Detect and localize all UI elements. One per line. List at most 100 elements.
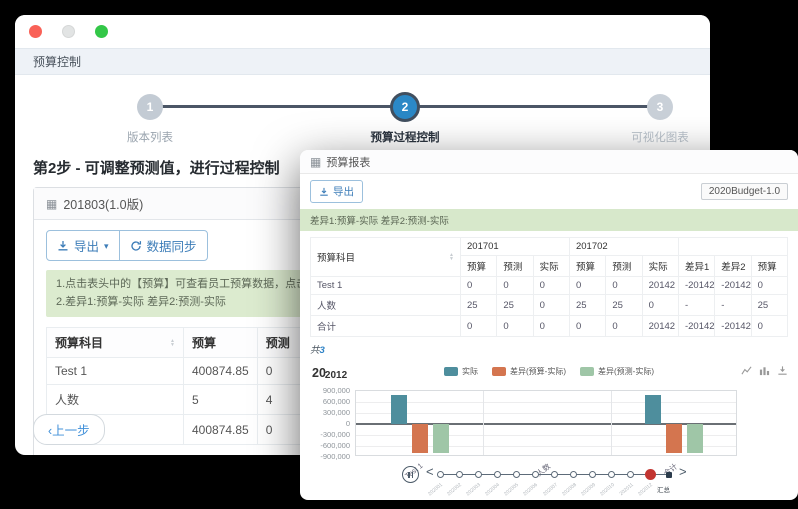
- timeline-node-202012[interactable]: [644, 469, 656, 480]
- column-header-budget-subject[interactable]: 预算科目 ▲ ▼: [310, 237, 461, 277]
- gridline: [356, 402, 736, 403]
- legend-item[interactable]: 实际: [444, 366, 478, 377]
- timeline-node-202007[interactable]: [551, 471, 559, 478]
- column-sub-header[interactable]: 差异2: [714, 255, 752, 277]
- timeline-node-202002[interactable]: [455, 471, 463, 478]
- previous-step-button[interactable]: ‹上一步: [33, 414, 105, 445]
- cell-value: -: [714, 294, 752, 316]
- column-sub-header[interactable]: 预算: [459, 255, 498, 277]
- zoom-button[interactable]: [95, 25, 108, 38]
- column-sub-header[interactable]: 预测: [496, 255, 534, 277]
- sort-icon[interactable]: ▲ ▼: [449, 253, 454, 262]
- timeline-node-202005[interactable]: [512, 471, 520, 478]
- download-icon: [58, 240, 68, 250]
- data-sync-button[interactable]: 数据同步: [118, 230, 208, 261]
- caret-down-icon: ▾: [104, 241, 109, 251]
- column-group-header[interactable]: 201702: [568, 237, 679, 256]
- step-heading: 第2步 - 可调整预测值，进行过程控制: [33, 160, 280, 177]
- cell-value: 0: [532, 276, 570, 295]
- column-header-label: 预算科目: [55, 336, 104, 351]
- sort-icon[interactable]: ▲ ▼: [170, 337, 175, 348]
- download-icon: [320, 187, 328, 196]
- bar-差异(预测-实际)[interactable]: [432, 424, 449, 454]
- column-header-budget-subject[interactable]: 预算科目 ▲ ▼: [46, 327, 184, 359]
- cell-value: 20142: [641, 315, 679, 337]
- column-sub-header[interactable]: 差异1: [677, 255, 716, 277]
- page-title: 预算控制: [15, 48, 710, 75]
- column-sub-header[interactable]: 实际: [532, 255, 570, 277]
- diff-note: 差异1:预算-实际 差异2:预测-实际: [300, 209, 798, 231]
- row-label: 人数: [46, 384, 184, 416]
- row-label: Test 1: [310, 276, 461, 295]
- timeline-node-202010[interactable]: [608, 471, 616, 478]
- column-sub-header[interactable]: 预算: [750, 255, 789, 277]
- export-label: 导出: [74, 240, 100, 254]
- cell-value: 25: [605, 294, 643, 316]
- cell-value: 0: [496, 276, 534, 295]
- minimize-button[interactable]: [62, 25, 75, 38]
- timeline-node-202011[interactable]: [627, 471, 635, 478]
- table-row: 合计 0 0 0 0 0 20142 -20142 -20142 0: [310, 315, 789, 337]
- timeline-node-202009[interactable]: [589, 471, 597, 478]
- timeline-node-202001[interactable]: [436, 471, 444, 478]
- legend-label: 差异(预测-实际): [598, 367, 654, 376]
- table-row: 人数 25 25 0 25 25 0- -25: [310, 294, 789, 316]
- legend-swatch: [492, 367, 506, 376]
- window-titlebar: [15, 15, 710, 48]
- column-sub-header[interactable]: 预测: [605, 255, 643, 277]
- timeline-node-summary[interactable]: [666, 471, 672, 478]
- bar-差异(预算-实际)[interactable]: [411, 424, 428, 454]
- column-header-budget[interactable]: 预算: [183, 327, 258, 359]
- cell-value: 0: [605, 315, 643, 337]
- column-sub-header[interactable]: 实际: [641, 255, 679, 277]
- y-axis-tick-label: 600,000: [322, 397, 350, 406]
- y-axis-tick-label: -600,000: [320, 441, 350, 450]
- step-3-label: 可视化图表: [631, 132, 689, 144]
- budget-version-select[interactable]: 2020Budget-1.0: [700, 183, 788, 200]
- bar-差异(预算-实际)[interactable]: [666, 424, 683, 454]
- timeline-node-202003[interactable]: [474, 471, 482, 478]
- column-sub-header[interactable]: 预算: [568, 255, 607, 277]
- cell-value: 0: [750, 276, 789, 295]
- y-axis-tick-label: 900,000: [322, 386, 350, 395]
- export-dropdown-button[interactable]: 导出 ▾: [46, 230, 120, 261]
- legend-item[interactable]: 差异(预测-实际): [580, 366, 654, 377]
- budget-report-table: 预算科目 ▲ ▼ 201701 201702 预算 预测 实际 预算 预测 实际 差异1 差异2 预算 T…: [310, 237, 789, 337]
- cell-value: 0: [750, 315, 789, 337]
- gridline: [356, 435, 736, 436]
- timeline-node-202008[interactable]: [570, 471, 578, 478]
- step-3-visualization[interactable]: 3: [647, 94, 673, 120]
- pause-button[interactable]: [402, 466, 419, 483]
- column-group-header[interactable]: [677, 237, 789, 256]
- sort-desc-icon: ▼: [449, 256, 454, 262]
- bar-chart-icon[interactable]: [759, 365, 770, 376]
- report-export-button[interactable]: 导出: [310, 180, 363, 203]
- timeline-next-icon[interactable]: >: [679, 464, 687, 479]
- line-chart-icon[interactable]: [741, 365, 752, 376]
- timeline-node-202006[interactable]: [531, 471, 539, 478]
- column-group-header[interactable]: 201701: [460, 237, 570, 256]
- close-button[interactable]: [29, 25, 42, 38]
- cell-value: 0: [605, 276, 643, 295]
- download-icon[interactable]: [777, 365, 788, 376]
- cell-value: 400874.85: [183, 357, 258, 386]
- cell-value: 0: [568, 315, 607, 337]
- timeline-node-202004[interactable]: [493, 471, 501, 478]
- row-label: 人数: [310, 294, 461, 316]
- cell-value: -20142: [714, 315, 752, 337]
- cell-value: 0: [496, 315, 534, 337]
- step-1-label: 版本列表: [127, 132, 173, 144]
- legend-label: 实际: [462, 367, 478, 376]
- timeline-prev-icon[interactable]: <: [426, 464, 434, 479]
- step-1-version-list[interactable]: 1: [137, 94, 163, 120]
- bar-实际[interactable]: [645, 394, 662, 424]
- legend-swatch: [580, 367, 594, 376]
- cell-value: 0: [532, 315, 570, 337]
- bar-差异(预测-实际)[interactable]: [687, 424, 704, 454]
- toolbar-button-group: 导出 ▾ 数据同步: [46, 230, 208, 261]
- step-2-process-control[interactable]: 2: [390, 92, 420, 122]
- column-header-forecast[interactable]: 预测: [256, 327, 308, 359]
- bar-实际[interactable]: [390, 394, 407, 424]
- legend-item[interactable]: 差异(预算-实际): [492, 366, 566, 377]
- report-header: ▦ 预算报表: [300, 150, 798, 174]
